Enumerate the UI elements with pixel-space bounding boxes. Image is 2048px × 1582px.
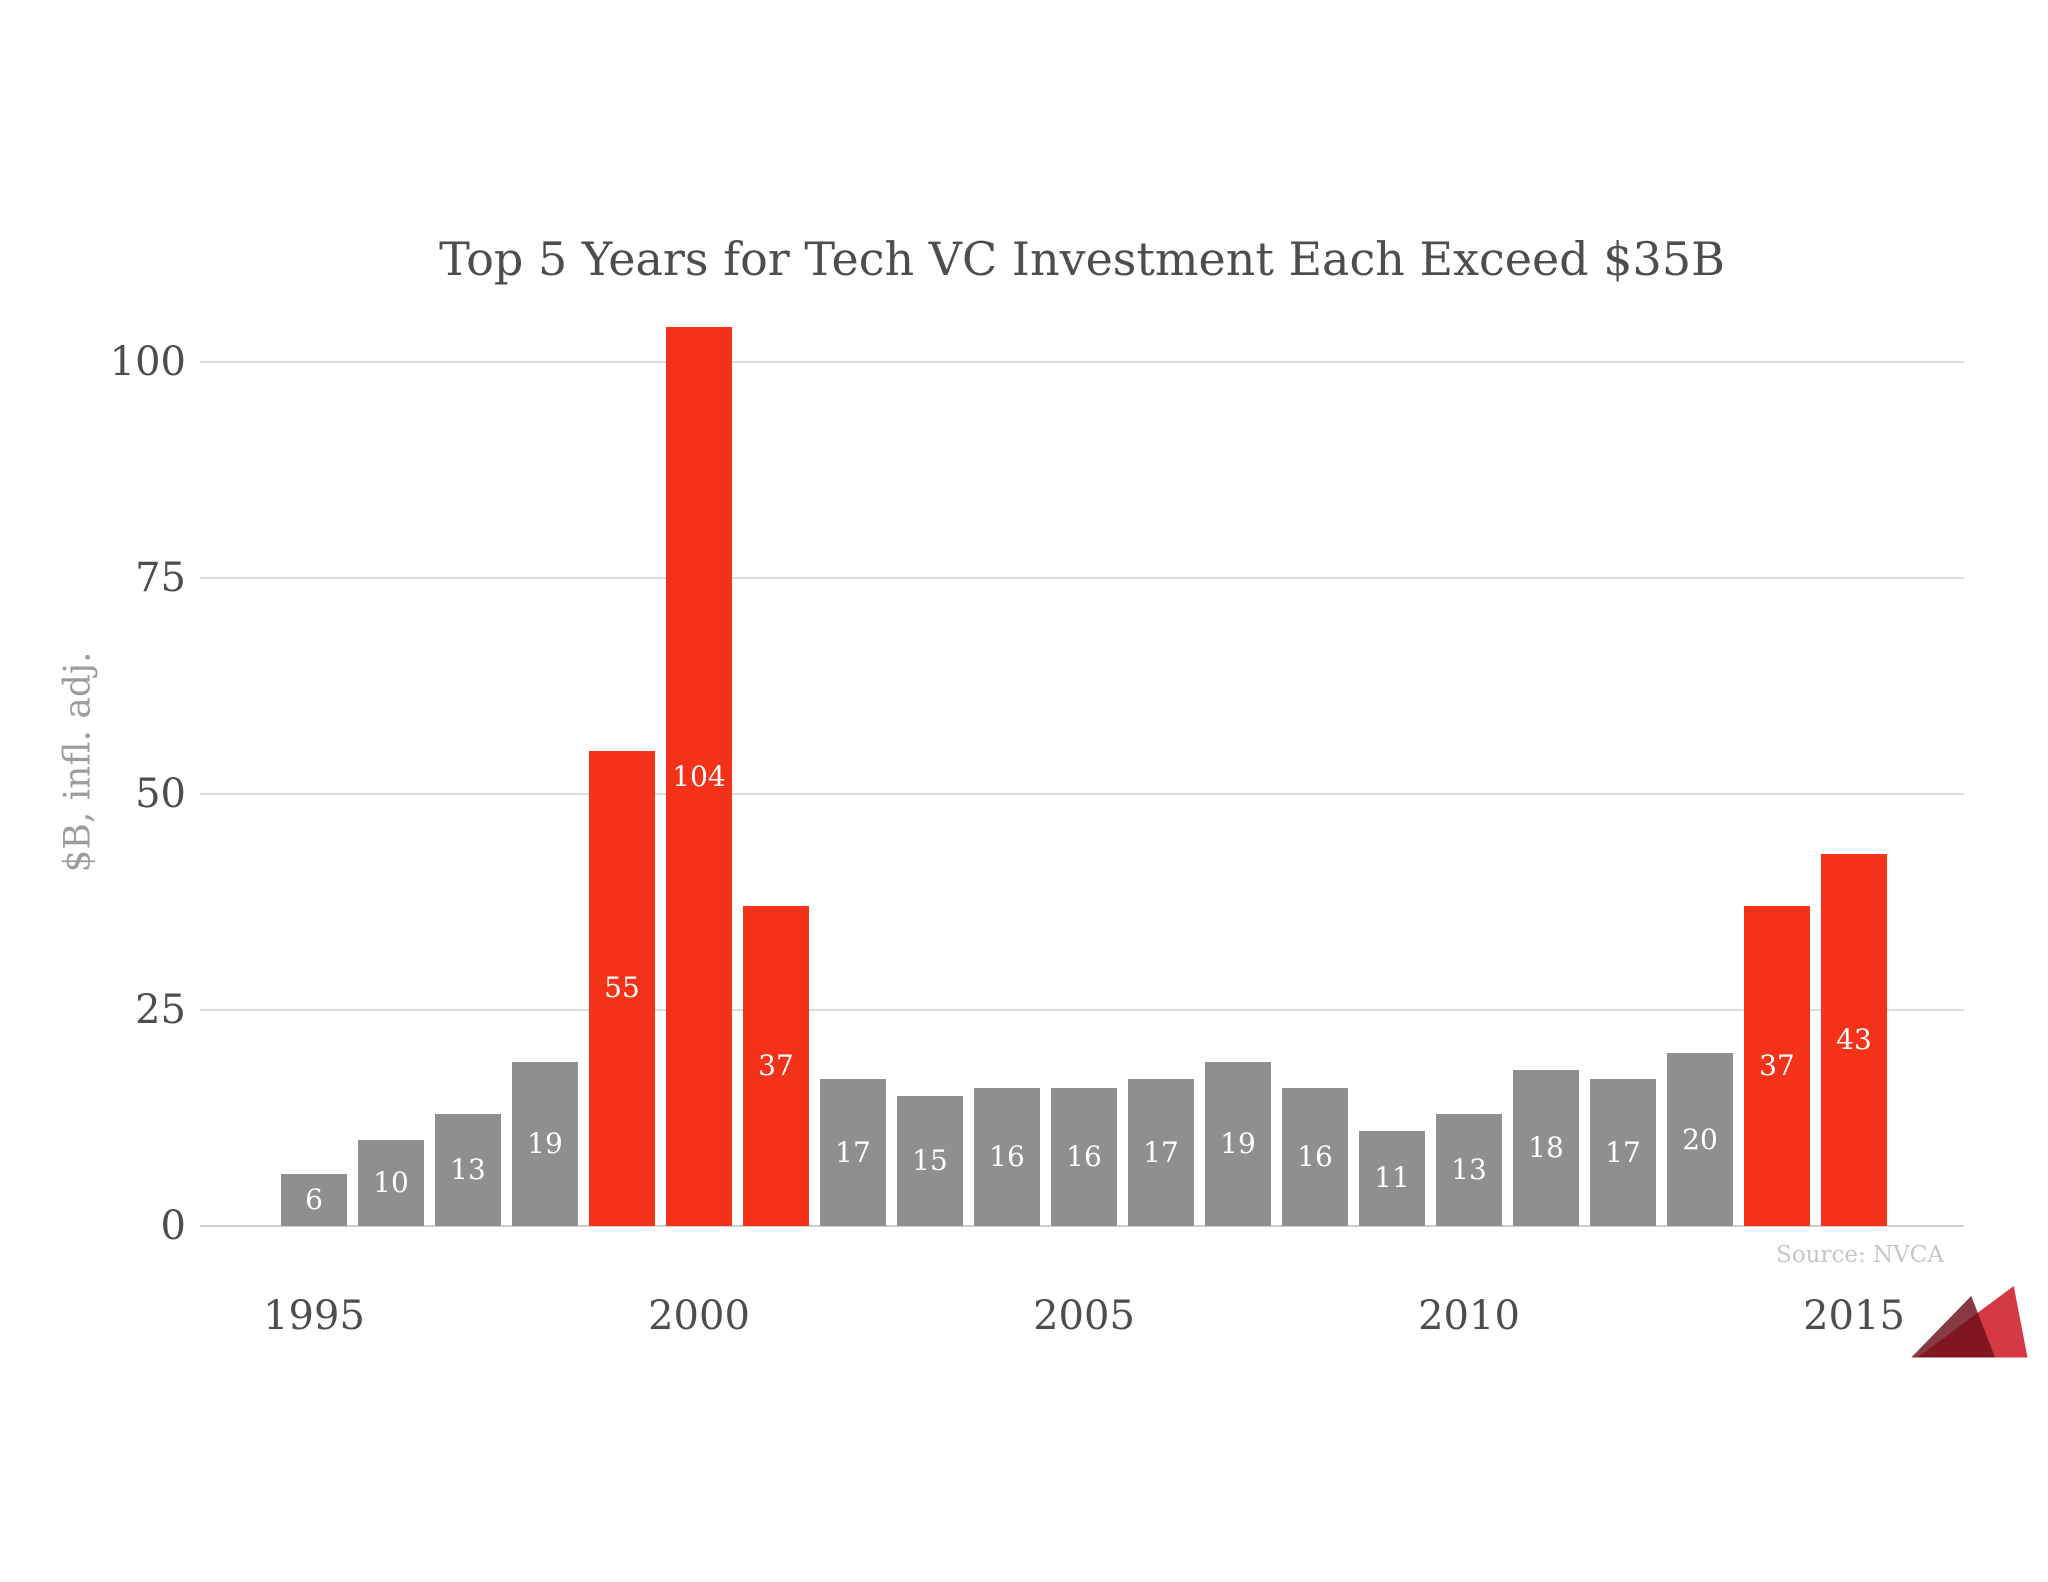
y-tick-label-100: 100	[109, 339, 186, 385]
bar-value-label-2010: 13	[1451, 1152, 1487, 1186]
bar-2001	[743, 906, 809, 1226]
bar-2014	[1744, 906, 1810, 1226]
bar-2004	[974, 1087, 1040, 1226]
bar-value-label-2004: 16	[989, 1139, 1025, 1173]
bar-2015	[1821, 854, 1887, 1226]
bar-value-label-2008: 16	[1297, 1139, 1333, 1173]
bar-value-label-2013: 20	[1682, 1122, 1718, 1156]
bar-2005	[1051, 1087, 1117, 1226]
bar-value-label-2003: 15	[912, 1144, 948, 1178]
bar-value-label-2014: 37	[1759, 1049, 1795, 1083]
bar-2006	[1128, 1079, 1194, 1226]
gridline-50	[200, 793, 1964, 795]
bar-value-label-2001: 37	[758, 1049, 794, 1083]
gridline-75	[200, 577, 1964, 579]
x-tick-label-2015: 2015	[1803, 1293, 1905, 1339]
x-tick-label-1995: 1995	[263, 1293, 365, 1339]
bar-2008	[1282, 1087, 1348, 1226]
bar-2002	[820, 1079, 886, 1226]
chart-title: Top 5 Years for Tech VC Investment Each …	[439, 232, 1725, 286]
y-tick-label-25: 25	[135, 987, 186, 1033]
bar-2000	[666, 327, 732, 1226]
bar-value-label-2015: 43	[1836, 1023, 1872, 1057]
bar-2009	[1359, 1130, 1425, 1226]
bar-1995	[281, 1174, 347, 1226]
bar-value-label-2012: 17	[1605, 1135, 1641, 1169]
bar-2012	[1590, 1079, 1656, 1226]
y-tick-label-50: 50	[135, 771, 186, 817]
y-tick-label-0: 0	[160, 1203, 186, 1249]
bar-value-label-1997: 13	[450, 1152, 486, 1186]
x-tick-label-2005: 2005	[1033, 1293, 1135, 1339]
bar-value-label-2011: 18	[1528, 1131, 1564, 1165]
bar-value-label-2002: 17	[835, 1135, 871, 1169]
bar-2011	[1513, 1070, 1579, 1226]
y-tick-label-75: 75	[135, 555, 186, 601]
bar-1999	[589, 750, 655, 1226]
gridline-25	[200, 1009, 1964, 1011]
gridline-0	[200, 1225, 1964, 1227]
source-credit: Source: NVCA	[1776, 1242, 1944, 1268]
bar-value-label-1995: 6	[305, 1183, 323, 1217]
bar-2003	[897, 1096, 963, 1226]
x-tick-label-2010: 2010	[1418, 1293, 1520, 1339]
bar-value-label-2006: 17	[1143, 1135, 1179, 1169]
x-tick-label-2000: 2000	[648, 1293, 750, 1339]
bar-1997	[435, 1113, 501, 1226]
bar-value-label-1999: 55	[604, 971, 640, 1005]
bar-2010	[1436, 1113, 1502, 1226]
y-axis-title-text: $B, infl. adj.	[57, 651, 99, 873]
bar-value-label-1998: 19	[527, 1126, 563, 1160]
bar-1998	[512, 1061, 578, 1226]
brand-logo	[1905, 1283, 2030, 1359]
gridline-100	[200, 361, 1964, 363]
bar-value-label-1996: 10	[373, 1165, 409, 1199]
bar-value-label-2000: 104	[672, 759, 726, 793]
bar-2007	[1205, 1061, 1271, 1226]
bar-value-label-2009: 11	[1374, 1161, 1410, 1195]
bar-value-label-2005: 16	[1066, 1139, 1102, 1173]
bar-value-label-2007: 19	[1220, 1126, 1256, 1160]
bar-2013	[1667, 1053, 1733, 1226]
bar-1996	[358, 1139, 424, 1226]
